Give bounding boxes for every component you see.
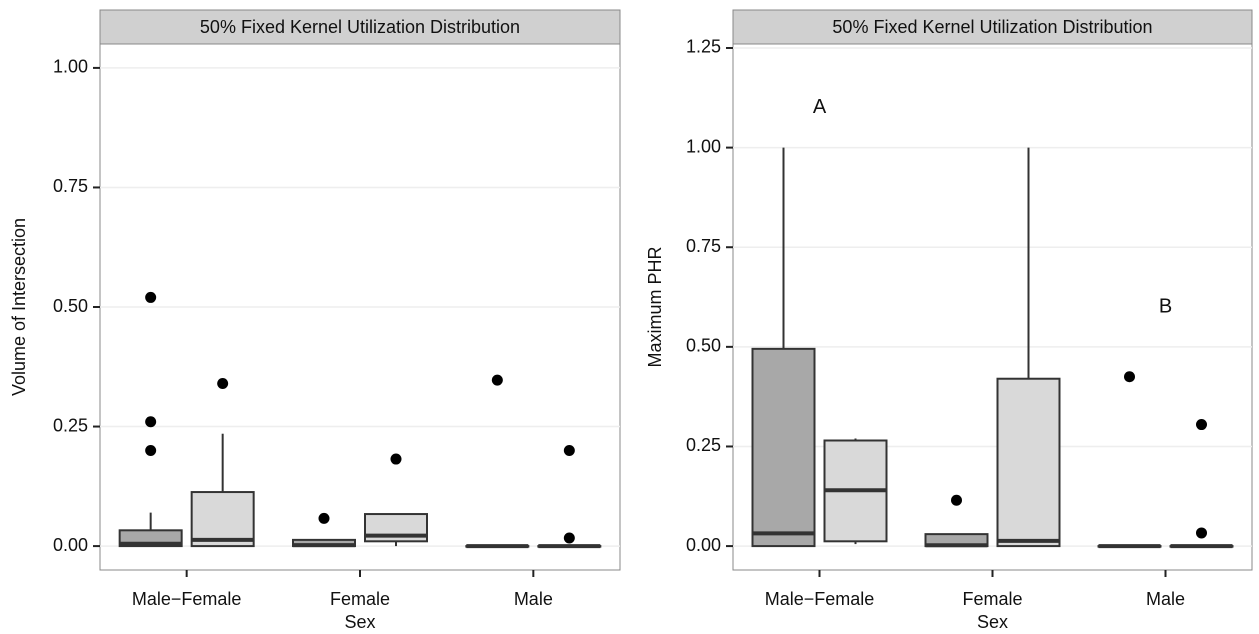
x-axis-label: Sex: [344, 612, 375, 632]
annotation: B: [1159, 295, 1172, 317]
chart-title: 50% Fixed Kernel Utilization Distributio…: [832, 17, 1152, 37]
x-tick-label: Female: [330, 589, 390, 609]
outlier: [951, 494, 962, 506]
y-tick-label: 1.00: [686, 136, 721, 156]
y-tick-label: 0.75: [686, 236, 721, 256]
y-tick-label: 0.25: [53, 415, 88, 435]
y-tick-label: 0.00: [686, 535, 721, 555]
box: [751, 347, 816, 548]
outlier: [390, 453, 402, 465]
outlier: [145, 291, 157, 303]
annotation: A: [813, 96, 827, 118]
y-tick-label: 0.75: [53, 176, 88, 196]
outlier: [318, 512, 330, 524]
outlier: [1196, 527, 1207, 539]
title-strip: [732, 9, 1253, 45]
outlier: [145, 416, 157, 428]
y-tick-label: 0.25: [686, 435, 721, 455]
y-tick-label: 0.00: [53, 535, 88, 555]
y-axis-label: Volume of Intersection: [9, 218, 29, 396]
x-tick-label: Male: [514, 589, 553, 609]
outlier: [563, 444, 575, 456]
outlier: [217, 378, 229, 390]
outlier: [491, 374, 503, 386]
outlier: [563, 532, 575, 544]
box: [190, 491, 255, 548]
plot-area: [732, 43, 1253, 571]
x-tick-label: Male: [1146, 589, 1185, 609]
title-strip: [99, 9, 621, 45]
outlier: [1124, 371, 1135, 383]
outlier: [1196, 419, 1207, 431]
x-axis-label: Sex: [977, 612, 1008, 632]
y-axis-label: Maximum PHR: [645, 246, 665, 367]
x-tick-label: Male−Female: [765, 589, 875, 609]
outlier: [145, 444, 157, 456]
chart-title: 50% Fixed Kernel Utilization Distributio…: [200, 17, 520, 37]
y-tick-label: 0.50: [53, 296, 88, 316]
x-tick-label: Male−Female: [132, 589, 242, 609]
box: [996, 377, 1061, 548]
y-tick-label: 0.50: [686, 336, 721, 356]
y-tick-label: 1.00: [53, 57, 88, 77]
x-tick-label: Female: [962, 589, 1022, 609]
y-tick-label: 1.25: [686, 37, 721, 57]
